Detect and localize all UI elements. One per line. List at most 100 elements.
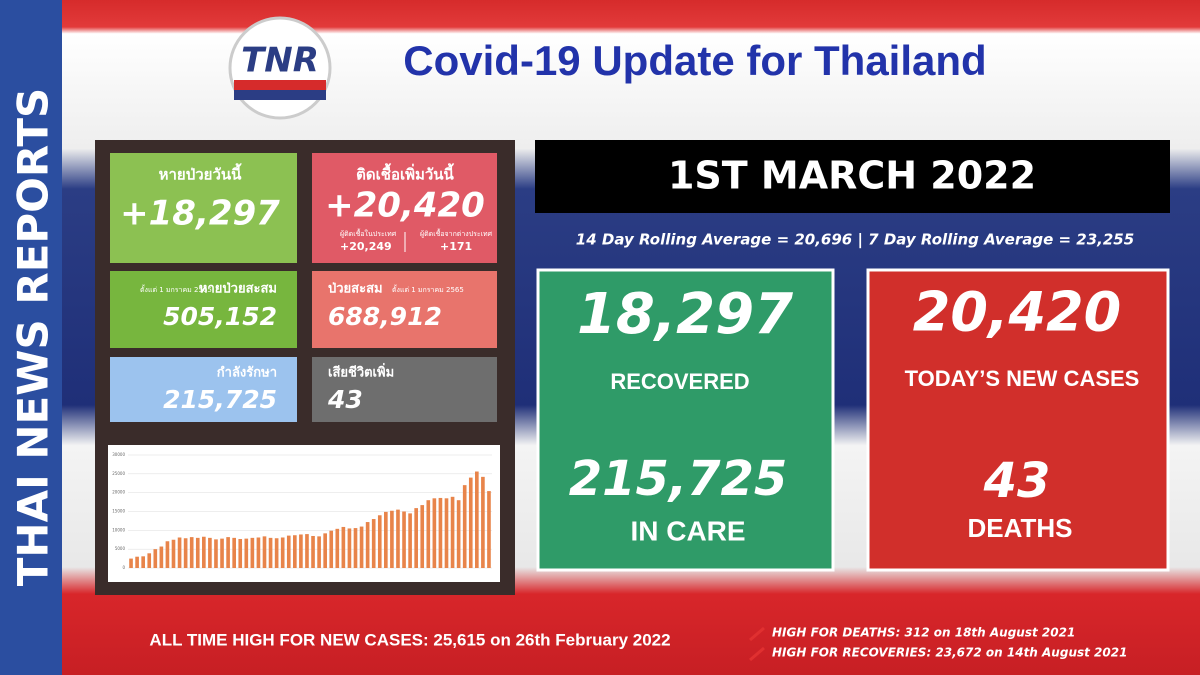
- bar: [450, 496, 455, 568]
- bar: [481, 476, 485, 568]
- y-tick-label: 15000: [112, 509, 125, 514]
- y-tick-label: 20000: [112, 490, 125, 495]
- y-tick-label: 25000: [112, 471, 125, 476]
- bar: [280, 537, 285, 568]
- bar: [250, 537, 255, 568]
- bar: [402, 511, 406, 568]
- cell: [312, 271, 497, 348]
- bar: [214, 539, 218, 568]
- bar: [268, 537, 273, 568]
- bar: [293, 535, 297, 568]
- title: Covid-19 Update for Thailand: [403, 37, 986, 84]
- bar: [468, 477, 473, 568]
- bar: [165, 541, 170, 568]
- bar: [408, 513, 412, 568]
- cell-value: 215,725: [163, 385, 277, 414]
- bar: [426, 500, 431, 568]
- bar: [335, 528, 340, 568]
- bar: [475, 471, 479, 568]
- bar: [396, 509, 400, 568]
- bar: [377, 515, 382, 568]
- bar: [232, 537, 236, 568]
- bar: [462, 485, 467, 568]
- y-tick-label: 0: [122, 565, 125, 570]
- bar: [202, 536, 206, 568]
- bar: [420, 505, 425, 568]
- card-value: 215,725: [569, 451, 788, 507]
- side-label: THAI NEWS REPORTS: [9, 88, 58, 586]
- side-band: [0, 0, 62, 675]
- bar: [390, 510, 394, 568]
- card-label: DEATHS: [968, 513, 1073, 543]
- date: 1ST MARCH 2022: [668, 154, 1036, 198]
- logo-stripe: [234, 90, 326, 100]
- cell-label: หายป่วยวันนี้: [159, 163, 243, 184]
- cell-label: หายป่วยสะสม: [199, 282, 277, 297]
- bar: [244, 538, 249, 568]
- bar: [384, 511, 388, 568]
- bar: [177, 537, 182, 568]
- cell: [110, 153, 297, 263]
- cell-value: 688,912: [328, 302, 442, 331]
- y-tick-label: 30000: [112, 452, 125, 457]
- mini-chart-plot: 0 5000 10000 15000 20000 25000 30000: [112, 452, 492, 570]
- footer-record: HIGH FOR RECOVERIES: 23,672 on 14th Augu…: [772, 646, 1127, 660]
- cell-label: เสียชีวิตเพิ่ม: [328, 363, 394, 381]
- bar: [487, 491, 491, 568]
- cell: [110, 271, 297, 348]
- icon: [749, 646, 765, 662]
- footer-record: HIGH FOR DEATHS: 312 on 18th August 2021: [772, 626, 1075, 640]
- cell-value: 43: [327, 385, 363, 414]
- cell-label: ป่วยสะสม: [328, 282, 383, 297]
- cell-value: +18,297: [120, 194, 280, 234]
- cell-note: ตั้งแต่ 1 มกราคม 2565: [140, 283, 212, 294]
- bar: [329, 530, 334, 568]
- date-box: [535, 140, 1170, 213]
- bar: [256, 537, 261, 568]
- bar: [189, 537, 194, 568]
- cell-note: ผู้ติดเชื้อในประเทศ: [340, 227, 397, 238]
- y-tick-label: 10000: [112, 527, 125, 532]
- bar: [444, 498, 449, 568]
- cell-note: ผู้ติดเชื้อจากต่างประเทศ: [420, 227, 493, 238]
- cell-note: ตั้งแต่ 1 มกราคม 2565: [392, 283, 464, 294]
- card-value: 43: [983, 453, 1051, 509]
- bar: [183, 538, 188, 568]
- logo-text: TNR: [241, 41, 319, 81]
- cell-sub-value: +20,249: [340, 240, 392, 253]
- bar: [341, 526, 346, 568]
- bar: [147, 553, 152, 568]
- bar: [208, 537, 212, 568]
- bar: [153, 549, 158, 568]
- bar: [365, 522, 370, 568]
- bar: [195, 537, 200, 568]
- bar: [323, 533, 327, 568]
- bar: [414, 508, 418, 568]
- cell-label: กำลังรักษา: [217, 365, 277, 381]
- bar: [129, 558, 133, 568]
- bar: [226, 537, 230, 568]
- bar: [371, 519, 376, 568]
- bar: [171, 539, 176, 568]
- red-card: [866, 268, 1170, 572]
- cell-value: 505,152: [163, 302, 277, 331]
- rolling-average: 14 Day Rolling Average = 20,696 | 7 Day …: [576, 231, 1134, 250]
- bar: [311, 535, 315, 568]
- bar: [305, 534, 309, 568]
- bar: [262, 536, 267, 568]
- logo-stripe: [234, 80, 326, 90]
- bar: [438, 497, 443, 568]
- cell: [312, 357, 497, 422]
- card-value: 20,420: [913, 281, 1121, 344]
- bar: [359, 526, 364, 568]
- cell-label: ติดเชื้อเพิ่มวันนี้: [356, 163, 454, 184]
- bar: [159, 546, 164, 568]
- footer-record: ALL TIME HIGH FOR NEW CASES: 25,615 on 2…: [149, 630, 670, 649]
- cell-value: +20,420: [325, 186, 485, 226]
- bar: [286, 535, 291, 568]
- bar: [135, 556, 139, 568]
- bar: [353, 528, 358, 568]
- bar: [347, 528, 352, 568]
- card-label: TODAY’S NEW CASES: [905, 366, 1140, 391]
